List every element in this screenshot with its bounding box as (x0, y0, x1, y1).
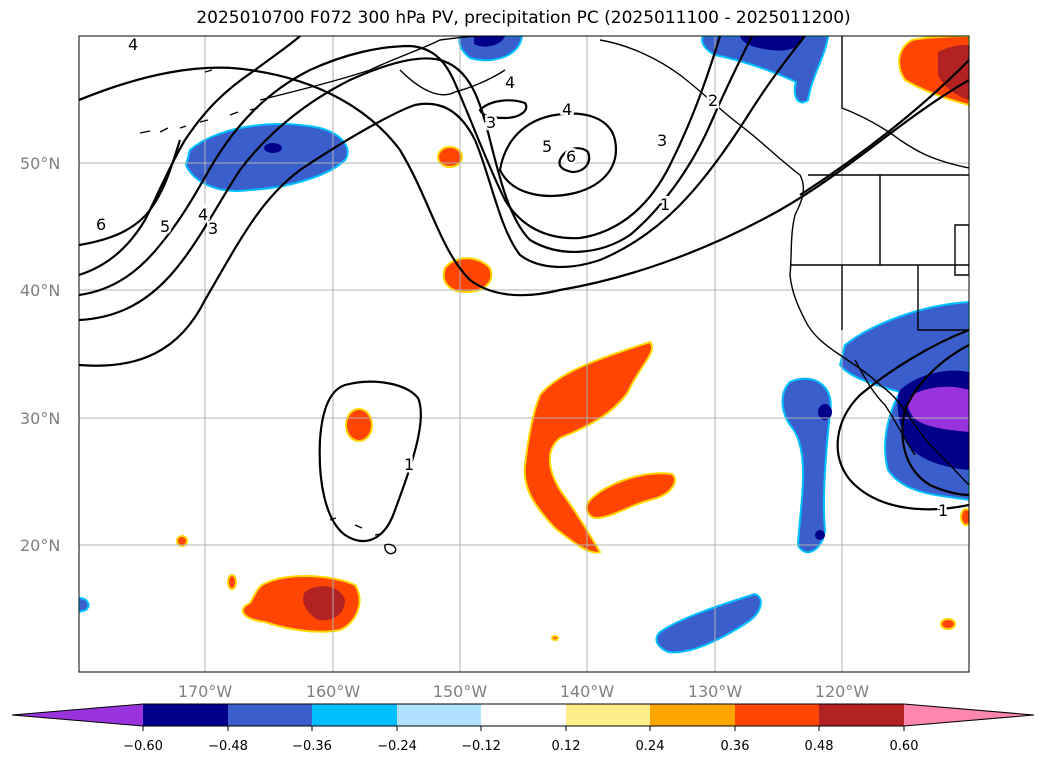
pv-contour-label: 6 (566, 147, 576, 166)
lon-tick-label: 150°W (433, 682, 488, 701)
pv-contour-5 (79, 36, 618, 277)
negative-precip-anomalies (79, 36, 969, 654)
pos-area-2 (442, 257, 493, 294)
map-panel: 4 4 4 3 5 6 3 6 5 4 3 2 1 1 1 (79, 35, 969, 672)
state-borders (790, 175, 969, 331)
colorbar-max-extend (904, 704, 1034, 726)
lon-tick-label: 140°W (560, 682, 615, 701)
bc-us-coast (789, 214, 969, 486)
pv-contour-label: 4 (128, 35, 138, 54)
neg-core (264, 143, 282, 153)
lat-tick-label: 50°N (20, 154, 60, 173)
colorbar-bin (566, 704, 650, 726)
pv-contour-label: 3 (657, 131, 667, 150)
lon-tick-label: 160°W (306, 682, 361, 701)
pos-spot-hawaii-north (345, 408, 373, 442)
colorbar-tick-label: 0.36 (721, 739, 750, 754)
neg-area-alaska-coast (701, 36, 830, 104)
colorbar-tick-label: 0.24 (636, 739, 665, 754)
colorbar-tick-label: 0.48 (805, 739, 834, 754)
pv-contour-label-group: 4 4 4 3 5 6 3 6 5 4 3 2 1 1 1 (94, 35, 951, 523)
pos-spot-1 (437, 146, 463, 168)
pv-contour-label: 1 (938, 501, 948, 520)
aleutians (139, 69, 259, 134)
canada-interior (841, 36, 969, 169)
map-frame (78, 35, 970, 673)
alaska-coast (259, 36, 804, 216)
pv-contour-label: 4 (505, 73, 515, 92)
pv-contour-2 (79, 36, 969, 367)
colorbar-tick-label: 0.60 (890, 739, 919, 754)
lat-tick-label: 20°N (20, 536, 60, 555)
lon-tick-label: 170°W (178, 682, 233, 701)
pv-contour-1-north (79, 66, 969, 297)
colorbar-bin (735, 704, 819, 726)
lon-tick-label: 130°W (688, 682, 743, 701)
colorbar-bin (397, 704, 481, 726)
colorbar-tick-label: −0.48 (208, 739, 248, 754)
pv-contour-4 (79, 36, 722, 297)
pv-contour-label: 4 (562, 100, 572, 119)
lat-tick-label: 30°N (20, 409, 60, 428)
colorbar-bin (312, 704, 397, 726)
lon-tick-label: 120°W (815, 682, 870, 701)
neg-area-subtropical-band (655, 592, 762, 654)
pv-contour-3-small (478, 99, 528, 120)
pv-contour-label: 5 (542, 137, 552, 156)
pv-contour-6 (79, 139, 591, 247)
colorbar-bin (481, 704, 566, 726)
neg-area-north-pacific-west (184, 123, 349, 192)
pos-area-central-pacific-band (523, 340, 653, 554)
colorbar-min-extend (12, 704, 143, 726)
pv-contour-label: 2 (708, 91, 718, 110)
colorbar-tick-label: −0.36 (292, 739, 332, 754)
colorbar-tick-label: −0.24 (377, 739, 417, 754)
longitude-labels: 170°W 160°W 150°W 140°W 130°W 120°W (178, 682, 870, 701)
colorbar-tick-label: 0.12 (552, 739, 581, 754)
colorbar-bin (650, 704, 735, 726)
latitude-labels: 50°N 40°N 30°N 20°N (20, 154, 60, 555)
graticule (79, 36, 969, 672)
colorbar-tick-label: −0.60 (123, 739, 163, 754)
colorbar: −0.60 −0.48 −0.36 −0.24 −0.12 0.12 0.24 … (11, 703, 1035, 754)
pv-contour-label: 6 (96, 215, 106, 234)
map-title: 2025010700 F072 300 hPa PV, precipitatio… (196, 8, 851, 28)
pv-contour-3 (79, 36, 753, 322)
pv-contour-1-east-inner (901, 344, 969, 497)
pv-contour-label: 3 (208, 219, 218, 238)
pv-contours (79, 36, 969, 543)
pv-contour-label: 3 (486, 113, 496, 132)
pv-contour-label: 1 (404, 455, 414, 474)
pv-contour-1-hawaii (318, 380, 422, 543)
pos-area-3 (585, 472, 677, 520)
colorbar-tick-label: −0.12 (461, 739, 501, 754)
pv-contour-label: 4 (198, 205, 208, 224)
lat-tick-label: 40°N (20, 281, 60, 300)
pv-contour-label: 1 (660, 195, 670, 214)
baja (854, 359, 916, 456)
colorbar-bin (228, 704, 312, 726)
colorbar-bin (143, 704, 228, 726)
pv-contour-1-east (836, 328, 969, 511)
positive-precip-anomalies (176, 36, 969, 641)
pv-contour-label: 5 (160, 217, 170, 236)
colorbar-bin (819, 704, 904, 726)
neg-core-purple (907, 386, 969, 432)
